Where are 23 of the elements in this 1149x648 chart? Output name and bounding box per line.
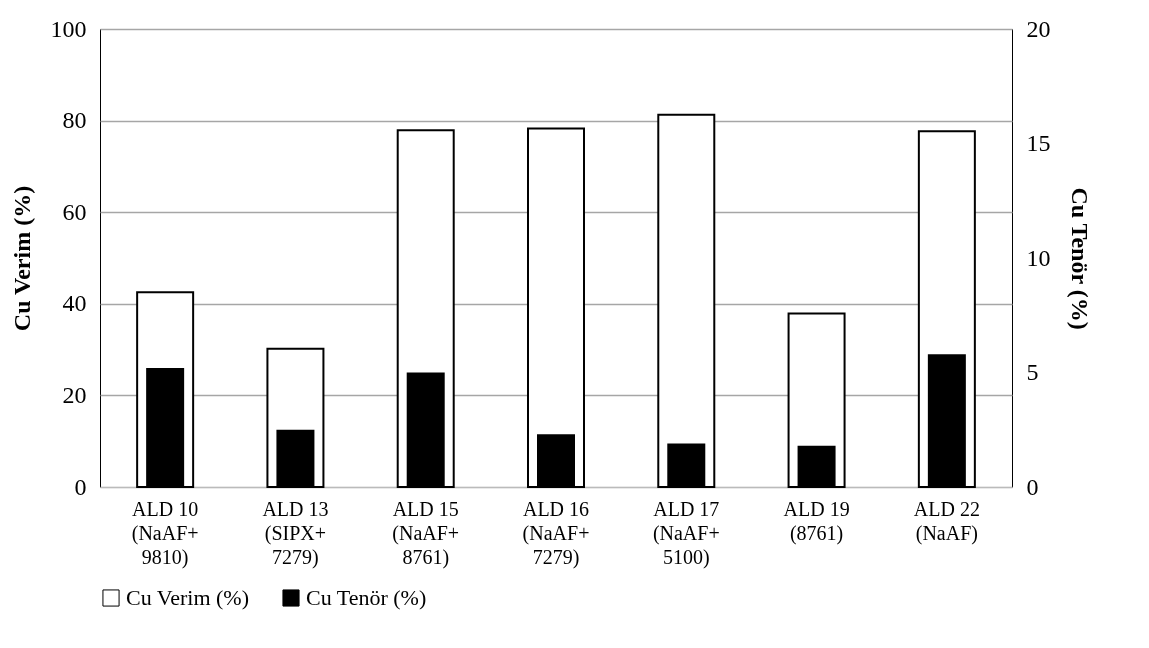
x-tick-label: ALD 22 (NaAF) [913, 497, 980, 545]
y2-tick-label: 10 [1026, 244, 1051, 271]
y-tick-label: 60 [62, 198, 87, 225]
legend-label: Cu Tenör (%) [306, 585, 427, 610]
y-tick-label: 0 [74, 473, 87, 500]
x-tick-label: ALD 16 (NaAF+ 7279) [522, 497, 590, 569]
legend-label: Cu Verim (%) [126, 585, 250, 610]
y-tick-label: 100 [50, 15, 87, 42]
y2-tick-label: 0 [1026, 473, 1039, 500]
y2-tick-label: 15 [1026, 130, 1051, 156]
bar [657, 113, 716, 488]
x-tick-label: ALD 10 (NaAF+ 9810) [131, 497, 199, 569]
y-tick-label: 40 [62, 290, 87, 317]
y-axis-title: Cu Verim (%) [8, 185, 35, 332]
x-tick-label: ALD 19 (8761) [783, 497, 850, 545]
y-tick-label: 20 [62, 381, 87, 408]
y2-tick-label: 5 [1026, 359, 1039, 385]
y-tick-label: 80 [62, 107, 87, 134]
x-tick-label: ALD 13 (SIPX+ 7279) [262, 497, 329, 569]
x-tick-label: ALD 17 (NaAF+ 5100) [652, 497, 720, 569]
x-tick-label: ALD 15 (NaAF+ 8761) [392, 497, 460, 569]
y2-tick-label: 20 [1026, 15, 1051, 42]
y2-axis-title: Cu Tenör (%) [1066, 187, 1093, 330]
